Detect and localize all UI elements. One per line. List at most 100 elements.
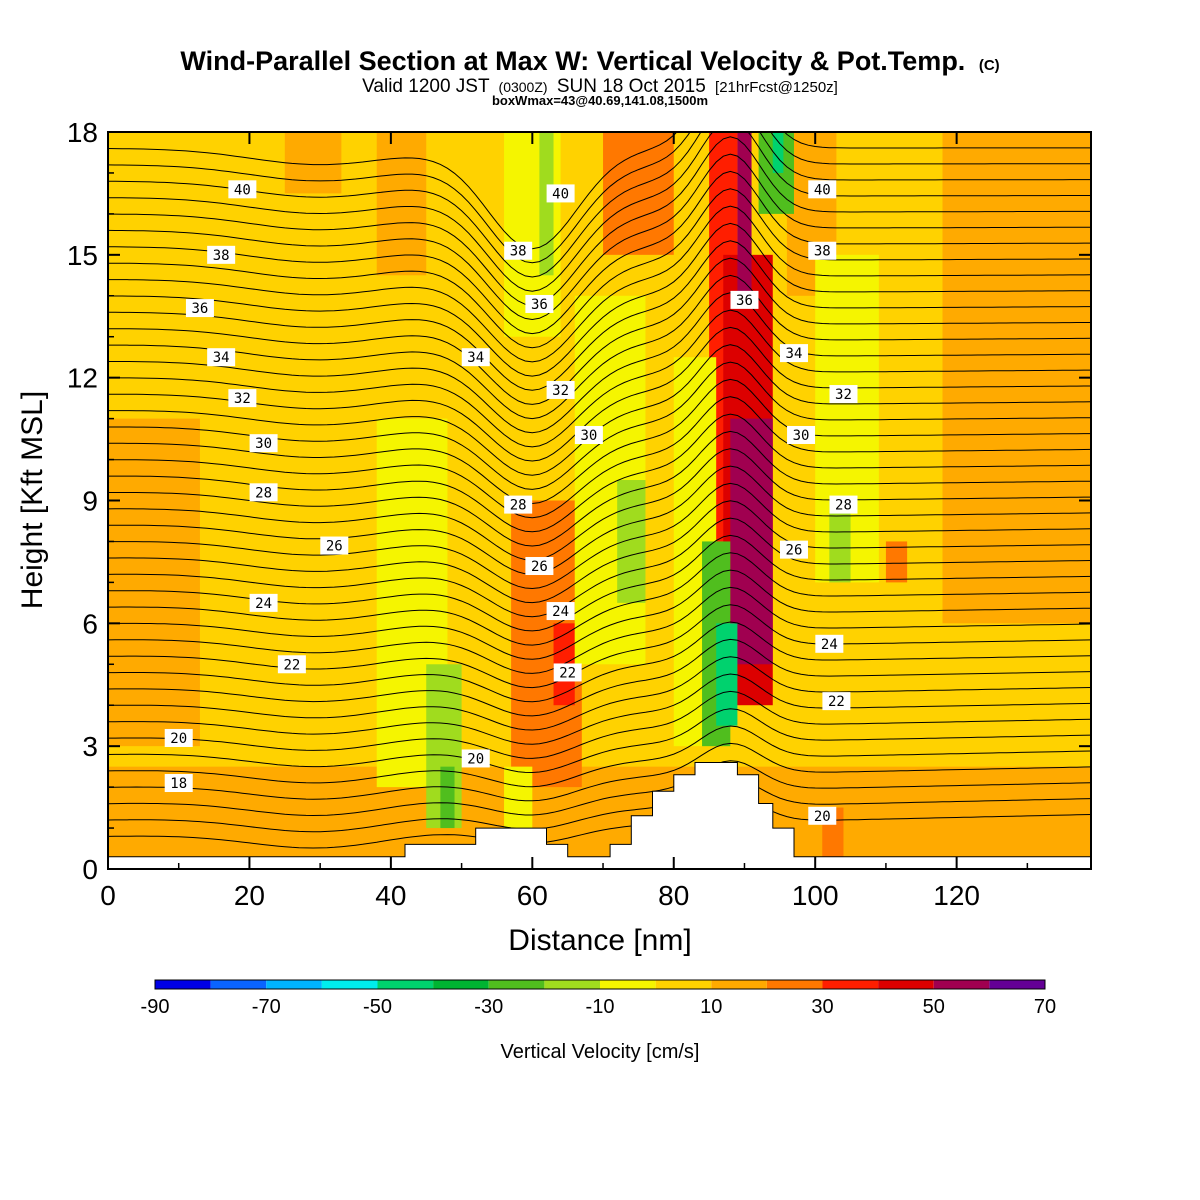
x-tick-label: 0 <box>100 880 116 911</box>
theta-contour <box>108 132 1091 264</box>
contour-label-text: 30 <box>255 436 272 452</box>
contour-label-bg <box>574 425 603 444</box>
contour-label: 24 <box>815 634 844 653</box>
box-wmax-line: boxWmax=43@40.69,141.08,1500m <box>492 93 708 108</box>
contour-label: 34 <box>207 348 236 367</box>
colorbar-tick-label: -50 <box>363 996 392 1018</box>
contour-label: 30 <box>574 425 603 444</box>
contour-label-bg <box>277 655 306 674</box>
theta-contour <box>108 396 1091 519</box>
y-tick-label: 12 <box>67 363 98 394</box>
theta-contour <box>108 742 1091 802</box>
velocity-cell <box>284 132 342 194</box>
contour-label: 18 <box>164 774 193 793</box>
contour-label-text: 28 <box>510 498 527 514</box>
contour-label-bg <box>808 241 837 260</box>
contour-label-text: 24 <box>552 604 569 620</box>
contour-label-bg <box>546 380 575 399</box>
x-tick-label: 40 <box>375 880 406 911</box>
theta-contour <box>108 604 1091 689</box>
colorbar-tick-label: 70 <box>1034 996 1056 1018</box>
contour-label: 30 <box>787 425 816 444</box>
contour-label-text: 36 <box>736 293 753 309</box>
contour-label-bg <box>779 540 808 559</box>
terrain-profile <box>108 762 1091 869</box>
contour-label-bg <box>249 483 278 502</box>
colorbar: -90 -70 -50 -30 -10 10 30 50 70 <box>141 979 1056 1018</box>
contour-label: 38 <box>808 241 837 260</box>
contour-label-text: 36 <box>531 297 548 313</box>
velocity-cell <box>108 418 200 747</box>
contour-label-bg <box>829 385 858 404</box>
contour-label-bg <box>525 557 554 576</box>
contour-label: 32 <box>546 380 575 399</box>
theta-contour <box>108 690 1091 759</box>
contour-label: 26 <box>779 540 808 559</box>
potential-temperature-contours <box>108 132 1091 849</box>
x-tick-label: 100 <box>792 880 839 911</box>
contour-labels: 40 40 40 38 38 38 36 36 36 34 34 34 32 32 32 30 30 30 28 28… <box>164 180 858 825</box>
theta-contour <box>108 760 1091 817</box>
contour-label-text: 18 <box>170 776 187 792</box>
colorbar-swatch <box>377 980 434 989</box>
colorbar-frame <box>154 979 1046 990</box>
contour-label: 32 <box>829 385 858 404</box>
colorbar-swatch <box>711 980 767 989</box>
contour-label-bg <box>525 294 554 313</box>
contour-label-bg <box>228 389 257 408</box>
contour-label-bg <box>461 348 490 367</box>
theta-contour <box>108 448 1091 561</box>
contour-label-bg <box>546 602 575 621</box>
y-tick-label: 18 <box>67 117 98 148</box>
theta-contour <box>108 621 1091 703</box>
contour-label: 34 <box>779 344 808 363</box>
theta-contour <box>108 777 1091 833</box>
theta-contour <box>108 170 1091 335</box>
contour-label-text: 28 <box>835 498 852 514</box>
theta-contour <box>108 725 1091 788</box>
theta-contour <box>108 136 1091 306</box>
contour-label-text: 32 <box>552 383 569 399</box>
y-tick-label: 15 <box>67 240 98 271</box>
contour-label: 22 <box>822 692 851 711</box>
chart-title: Wind-Parallel Section at Max W: Vertical… <box>180 46 999 76</box>
contour-label: 24 <box>546 602 575 621</box>
contour-label: 20 <box>461 749 490 768</box>
contour-label: 38 <box>504 241 533 260</box>
theta-contour <box>108 708 1091 774</box>
contour-label-text: 32 <box>835 387 852 403</box>
colorbar-swatch <box>933 980 990 989</box>
y-tick-label: 6 <box>82 608 98 639</box>
velocity-cell <box>942 132 1091 624</box>
contour-label-text: 20 <box>170 731 187 747</box>
theta-contour <box>108 132 1091 250</box>
velocity-cell <box>885 541 908 583</box>
velocity-cell <box>603 132 674 255</box>
theta-contour <box>108 517 1091 618</box>
colorbar-swatch <box>210 980 267 989</box>
colorbar-swatch <box>266 980 322 989</box>
colorbar-swatch <box>822 980 879 989</box>
colorbar-tick-label: -30 <box>474 996 503 1018</box>
contour-label-bg <box>461 749 490 768</box>
plot-area <box>108 132 1091 869</box>
theta-contour <box>108 673 1091 745</box>
y-tick-label: 9 <box>82 486 98 517</box>
contour-label-bg <box>546 184 575 203</box>
contour-label-bg <box>504 495 533 514</box>
theta-contour <box>108 188 1091 349</box>
contour-label-text: 34 <box>786 346 803 362</box>
contour-label-bg <box>822 692 851 711</box>
theta-contour <box>108 430 1091 547</box>
contour-label-text: 24 <box>255 596 272 612</box>
contour-label: 40 <box>228 180 257 199</box>
colorbar-tick-label: -90 <box>141 996 170 1018</box>
colorbar-swatch <box>989 980 1045 989</box>
contour-label-bg <box>730 290 759 309</box>
theta-contour <box>108 569 1091 660</box>
colorbar-swatch <box>655 980 712 989</box>
theta-contour <box>108 794 1091 849</box>
contour-label-text: 24 <box>821 637 838 653</box>
theta-contour <box>108 500 1091 604</box>
contour-label-bg <box>185 299 214 318</box>
